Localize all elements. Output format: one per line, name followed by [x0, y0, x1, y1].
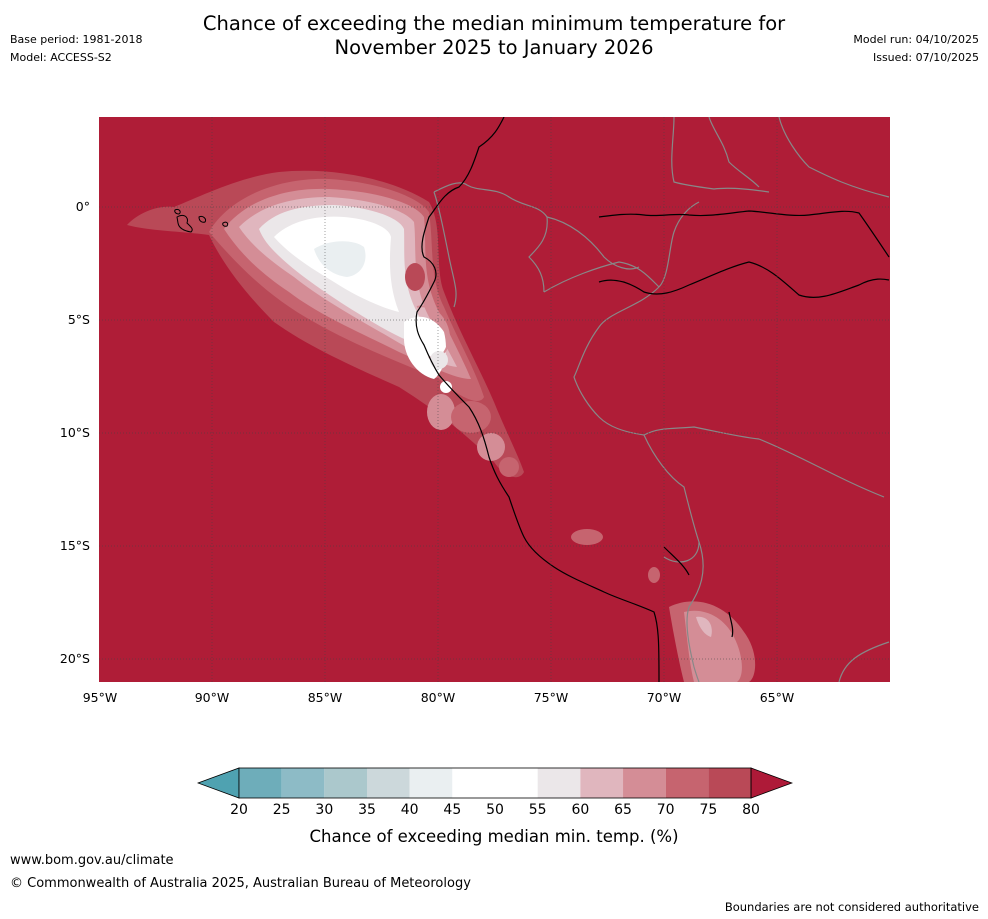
colorbar-cell [281, 768, 325, 798]
colorbar-border [238, 767, 752, 799]
lat-label-5s: 5°S [67, 312, 90, 327]
colorbar-tick-label: 20 [230, 802, 248, 818]
colorbar-cell [409, 768, 453, 798]
altiplano-patch [571, 529, 756, 682]
lon-label-70w: 70°W [646, 690, 682, 705]
colorbar-cell [324, 768, 368, 798]
footer-disclaimer: Boundaries are not considered authoritat… [724, 900, 979, 914]
colorbar-tick-label: 55 [528, 802, 547, 818]
colorbar [197, 767, 793, 799]
issued-date: Issued: 07/10/2025 [872, 51, 979, 64]
colorbar-cell [708, 768, 752, 798]
colorbar-tick-label: 50 [486, 802, 504, 818]
colorbar-tick-label: 35 [358, 802, 376, 818]
probability-map [99, 116, 890, 683]
lon-label-95w: 95°W [82, 690, 118, 705]
colorbar-cell [452, 768, 496, 798]
coastlines [415, 116, 890, 683]
lat-label-10s: 10°S [59, 425, 90, 440]
lon-label-80w: 80°W [420, 690, 456, 705]
colorbar-tick-label: 75 [699, 802, 718, 818]
colorbar-cell [580, 768, 624, 798]
colorbar-tick-label: 25 [272, 802, 291, 818]
colorbar-tick-label: 80 [742, 802, 760, 818]
colorbar-tick-label: 30 [315, 802, 334, 818]
lat-label-20s: 20°S [59, 651, 90, 666]
colorbar-cell [665, 768, 709, 798]
colorbar-tick-label: 65 [614, 802, 632, 818]
lat-label-0: 0° [75, 199, 90, 214]
colorbar-cell [623, 768, 666, 798]
lon-label-90w: 90°W [194, 690, 230, 705]
model-name: Model: ACCESS-S2 [10, 51, 112, 64]
colorbar-tick-label: 45 [443, 802, 462, 818]
gridlines [99, 117, 890, 682]
footer-url: www.bom.gov.au/climate [10, 853, 174, 868]
colorbar-cell [239, 768, 282, 798]
colorbar-cell [537, 768, 581, 798]
colorbar-tick-label: 60 [571, 802, 590, 818]
base-period: Base period: 1981-2018 [10, 33, 143, 46]
colorbar-tick-label: 70 [656, 802, 675, 818]
model-run: Model run: 04/10/2025 [853, 33, 979, 46]
lon-label-65w: 65°W [759, 690, 795, 705]
galapagos-islands [174, 209, 229, 233]
colorbar-label: Chance of exceeding median min. temp. (%… [309, 827, 679, 846]
lon-label-75w: 75°W [533, 690, 569, 705]
colorbar-arrow-high [750, 767, 793, 799]
map-svg [99, 116, 890, 683]
colorbar-cell [367, 768, 410, 798]
title-line-1: Chance of exceeding the median minimum t… [202, 12, 786, 35]
map-title: Chance of exceeding the median minimum t… [0, 12, 988, 60]
colorbar-cell [495, 768, 538, 798]
footer-copyright: © Commonwealth of Australia 2025, Austra… [10, 876, 471, 891]
title-line-2: November 2025 to January 2026 [334, 36, 654, 59]
colorbar-arrow-low [197, 767, 240, 799]
lat-label-15s: 15°S [59, 538, 90, 553]
probability-plume [127, 170, 524, 478]
lon-label-85w: 85°W [307, 690, 343, 705]
colorbar-tick-label: 40 [400, 802, 419, 818]
